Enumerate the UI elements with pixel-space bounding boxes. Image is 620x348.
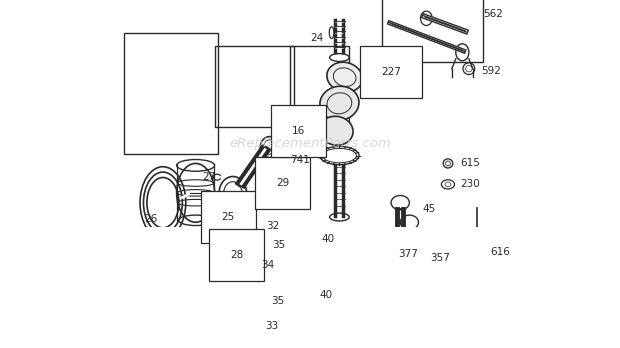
Text: 34: 34 (262, 260, 275, 270)
Text: eReplacementParts.com: eReplacementParts.com (229, 137, 391, 150)
Text: 28: 28 (230, 250, 244, 260)
Text: 27: 27 (242, 240, 255, 250)
Text: 40: 40 (320, 291, 333, 300)
Ellipse shape (320, 86, 359, 120)
Text: 616: 616 (490, 247, 510, 257)
Ellipse shape (316, 246, 330, 258)
Ellipse shape (334, 68, 356, 86)
Text: 16: 16 (292, 126, 306, 136)
Bar (215, 46, 294, 127)
Text: 26: 26 (144, 214, 157, 224)
Text: 27: 27 (202, 172, 215, 182)
Text: 32: 32 (266, 221, 280, 230)
Text: 45: 45 (422, 204, 436, 214)
Ellipse shape (283, 293, 304, 301)
Text: 29: 29 (276, 178, 289, 188)
Text: 592: 592 (481, 66, 501, 76)
Ellipse shape (281, 250, 306, 260)
Text: 35: 35 (272, 240, 285, 250)
Bar (290, 46, 349, 127)
Ellipse shape (319, 116, 353, 145)
Text: 24: 24 (310, 33, 323, 43)
Text: 25: 25 (222, 212, 235, 222)
Text: 357: 357 (430, 253, 450, 263)
Ellipse shape (384, 251, 392, 266)
Ellipse shape (312, 295, 327, 307)
Ellipse shape (446, 161, 450, 166)
Bar (123, 33, 218, 153)
Text: 562: 562 (483, 9, 503, 19)
Text: 741: 741 (290, 155, 310, 165)
Ellipse shape (391, 196, 409, 210)
Ellipse shape (401, 215, 419, 229)
Ellipse shape (327, 62, 363, 92)
Text: 33: 33 (265, 321, 279, 331)
Text: 40: 40 (321, 234, 334, 244)
Ellipse shape (327, 93, 352, 114)
Bar (382, 0, 483, 62)
Text: 227: 227 (381, 67, 401, 77)
Text: 230: 230 (461, 179, 480, 189)
Text: 377: 377 (398, 249, 418, 259)
Text: 615: 615 (461, 158, 480, 168)
Ellipse shape (277, 306, 301, 315)
Ellipse shape (443, 159, 453, 168)
Text: 35: 35 (271, 296, 284, 306)
